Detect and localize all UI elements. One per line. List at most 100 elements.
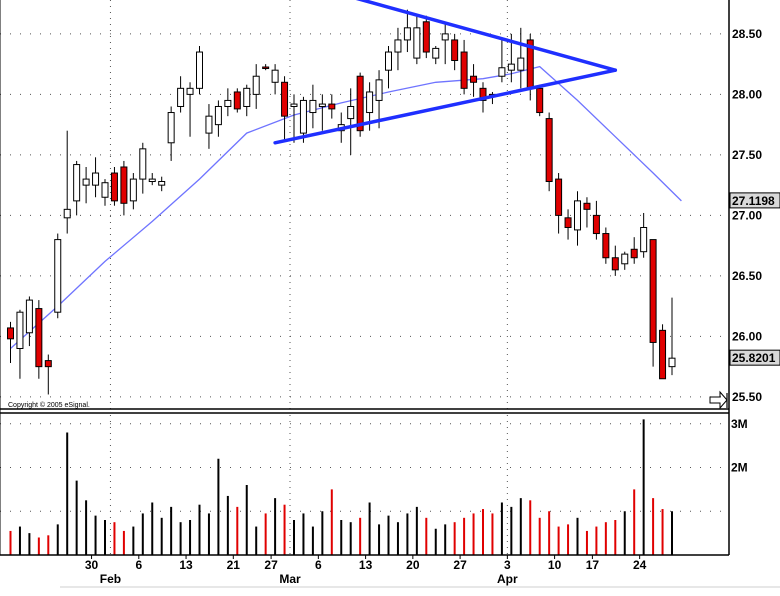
price-tick-label: 26.00 [732, 329, 762, 343]
candle-body [44, 360, 52, 368]
candle-body [555, 178, 563, 216]
candle-body [243, 87, 251, 107]
candle [432, 45, 440, 65]
candle-body [375, 79, 383, 101]
candle [7, 321, 14, 364]
candle [233, 88, 241, 113]
candle [564, 209, 572, 240]
candle-body [262, 66, 270, 70]
copyright-label: Copyright © 2005 eSignal. [8, 401, 90, 409]
price-tick-label: 26.50 [732, 269, 762, 283]
scroll-right-icon[interactable] [709, 390, 728, 410]
candle-body [649, 239, 657, 343]
candle [73, 160, 81, 216]
candle-body [196, 51, 203, 89]
candle [120, 160, 128, 216]
candle [63, 130, 71, 234]
candle [196, 45, 203, 95]
candle [574, 191, 581, 246]
price-tick-label: 28.00 [732, 87, 762, 101]
x-day-label: 17 [586, 558, 600, 572]
candle-body [139, 148, 147, 180]
x-day-label: 6 [315, 558, 322, 572]
candle [413, 15, 421, 65]
candle-body [290, 103, 298, 107]
candle [101, 179, 109, 206]
x-day-label: 3 [504, 558, 511, 572]
candle [158, 176, 166, 192]
candle [403, 9, 411, 53]
candle-body [224, 99, 232, 107]
volume-tick-label: 2M [731, 461, 748, 475]
candle [309, 84, 317, 129]
candle-body [281, 81, 289, 117]
candle [129, 173, 137, 210]
candle-body [460, 51, 468, 89]
candle [92, 157, 100, 198]
candle-body [356, 75, 364, 132]
candle [262, 64, 270, 71]
x-day-label: 13 [359, 558, 373, 572]
candle [347, 88, 355, 155]
candle [139, 142, 147, 194]
candle-body [592, 214, 600, 235]
candle [54, 233, 62, 319]
candle [659, 324, 667, 380]
candle [167, 106, 175, 161]
last-price-label: 25.8201 [732, 351, 776, 365]
candle-body [574, 200, 581, 231]
candle-body [299, 99, 307, 134]
last-price-box [729, 349, 780, 366]
candle [271, 64, 279, 95]
candle-body [432, 47, 440, 59]
candle [375, 70, 383, 129]
candle-body [167, 112, 175, 144]
candle-body [92, 172, 100, 186]
candle [394, 27, 402, 71]
candle [44, 354, 52, 395]
candle [602, 227, 610, 264]
candle-body [82, 178, 90, 186]
moving-average-value-label: 27.1198 [732, 194, 775, 208]
grid-layer [0, 0, 729, 555]
candle-body [25, 299, 33, 334]
candle-layer [7, 9, 676, 395]
x-month-label: Feb [100, 572, 121, 586]
candle [649, 239, 657, 367]
price-tick-label: 27.00 [732, 208, 762, 222]
candle [252, 64, 260, 109]
candle-body [394, 39, 402, 53]
x-day-label: 24 [633, 558, 647, 572]
candle [318, 94, 326, 131]
candle-body [385, 51, 392, 71]
candle [16, 309, 24, 379]
candle-body [328, 103, 336, 110]
x-day-label: 6 [135, 558, 142, 572]
candle [177, 76, 185, 113]
candle [148, 173, 156, 186]
label-layer: Copyright © 2005 eSignal. 25.8201 27.119… [8, 27, 780, 586]
candle-body [63, 208, 71, 219]
candle [82, 166, 90, 204]
x-month-label: Mar [279, 572, 301, 586]
candle [186, 82, 194, 137]
candle-body [347, 105, 355, 120]
trendline-layer [273, 0, 618, 145]
candle-body [630, 248, 638, 259]
candle-body [101, 182, 109, 198]
candle [110, 166, 118, 206]
candle-body [16, 311, 24, 349]
candle-body [659, 329, 667, 380]
candle-body [129, 178, 137, 202]
candle [214, 100, 222, 137]
candle-body [318, 103, 326, 107]
candle-body [640, 226, 648, 253]
candle [35, 300, 43, 379]
candle-body [214, 105, 222, 126]
candle-body [366, 91, 374, 114]
candle-body [252, 75, 260, 95]
candle [290, 94, 298, 143]
candle [470, 64, 478, 97]
candle-body [517, 57, 525, 71]
trendline-upper [355, 0, 618, 72]
